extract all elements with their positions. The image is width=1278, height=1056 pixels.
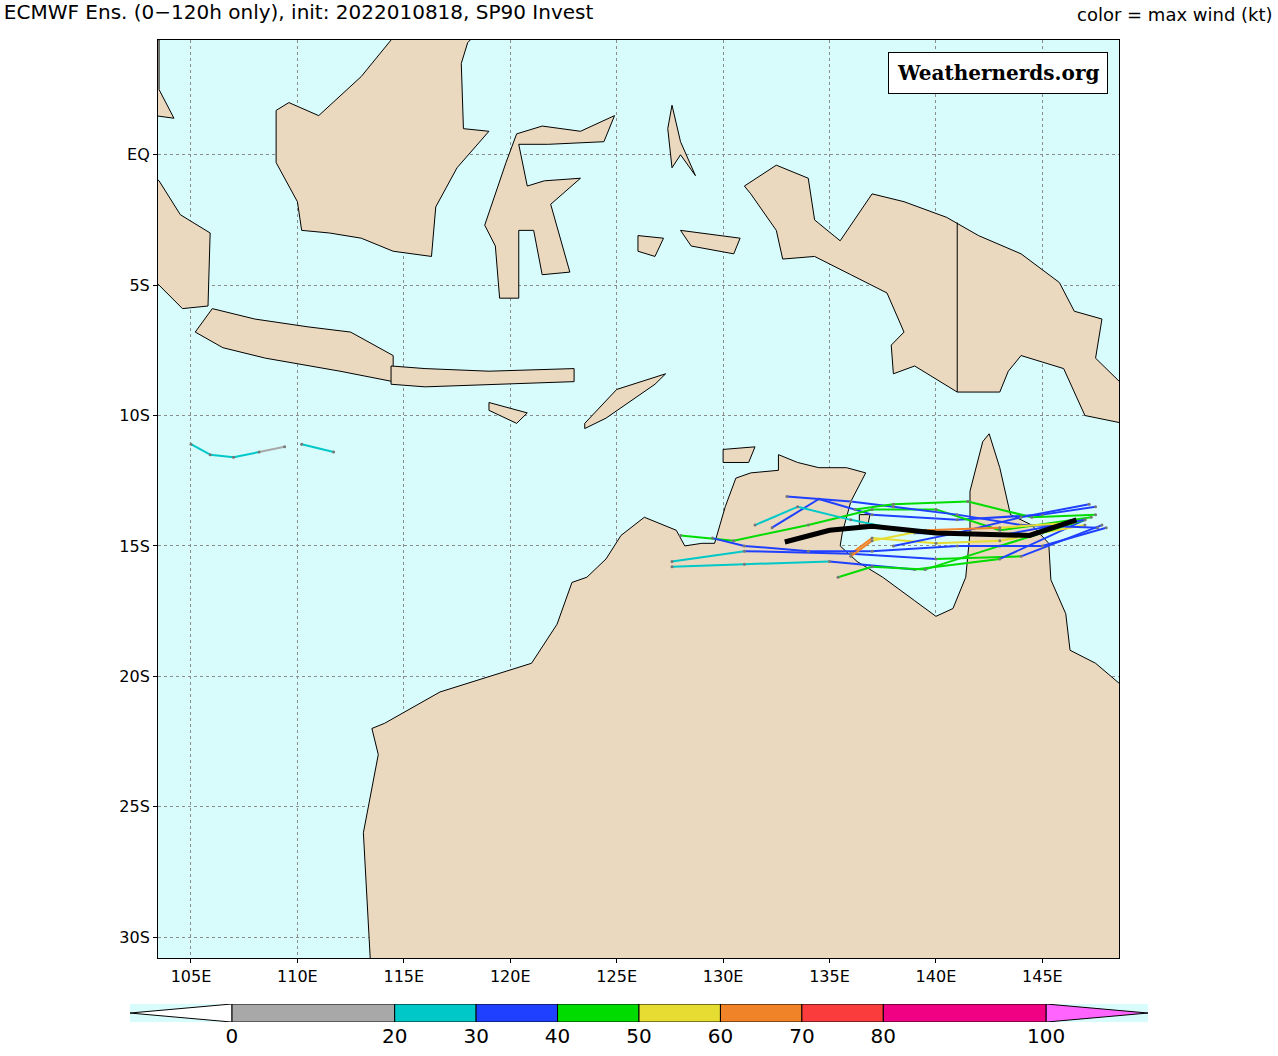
svg-text:15S: 15S [119,537,150,556]
svg-text:140E: 140E [916,967,957,986]
svg-text:105E: 105E [171,967,212,986]
svg-text:ECMWF Ens. (0−120h only), init: ECMWF Ens. (0−120h only), init: 20220108… [4,0,594,24]
svg-text:25S: 25S [119,797,150,816]
svg-text:125E: 125E [596,967,637,986]
svg-text:0: 0 [225,1024,238,1048]
svg-text:10S: 10S [119,406,150,425]
svg-text:110E: 110E [277,967,318,986]
svg-text:20S: 20S [119,667,150,686]
svg-text:80: 80 [871,1024,896,1048]
svg-text:50: 50 [626,1024,651,1048]
svg-text:30: 30 [463,1024,488,1048]
svg-text:EQ: EQ [127,145,150,164]
svg-text:115E: 115E [384,967,425,986]
svg-text:Weathernerds.org: Weathernerds.org [897,61,1099,85]
svg-text:145E: 145E [1022,967,1063,986]
svg-text:130E: 130E [703,967,744,986]
svg-text:60: 60 [708,1024,733,1048]
svg-text:30S: 30S [119,928,150,947]
svg-text:5S: 5S [129,276,149,295]
svg-text:40: 40 [545,1024,570,1048]
svg-text:135E: 135E [809,967,850,986]
svg-text:120E: 120E [490,967,531,986]
svg-text:20: 20 [382,1024,407,1048]
svg-text:100: 100 [1027,1024,1065,1048]
svg-text:70: 70 [789,1024,814,1048]
svg-text:color = max wind (kt): color = max wind (kt) [1077,4,1273,25]
